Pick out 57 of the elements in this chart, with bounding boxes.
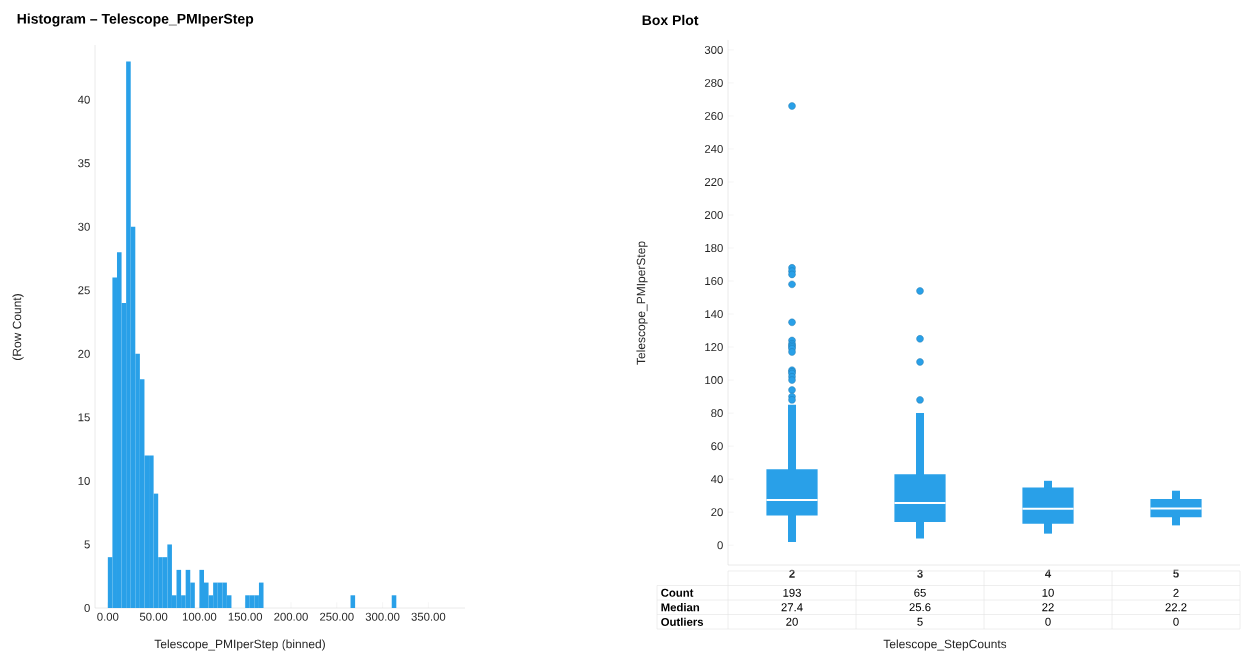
text: 65 <box>914 588 926 597</box>
y-tick-label: 80 <box>711 409 723 418</box>
y-tick-label: 280 <box>704 78 723 87</box>
x-tick-label: 250.00 <box>320 612 354 621</box>
y-tick-label: 40 <box>710 475 723 484</box>
y-tick-label: 60 <box>711 442 723 451</box>
text: 20 <box>786 617 798 626</box>
y-tick-label: 20 <box>711 508 723 517</box>
x-tick-label: 4 <box>1045 569 1052 578</box>
y-axis-title: Telescope_PMIperStep <box>636 241 648 365</box>
y-tick-label: 25 <box>78 286 90 295</box>
y-tick-label: 240 <box>704 144 723 153</box>
y-tick-label: 160 <box>705 277 723 286</box>
y-tick-label: 180 <box>705 244 723 253</box>
y-tick-label: 120 <box>705 343 723 352</box>
y-tick-label: 20 <box>78 349 90 358</box>
x-tick-label: 50.00 <box>139 612 168 621</box>
y-tick-label: 0 <box>84 604 90 613</box>
chart-title: Histogram – Telescope_PMIperStep <box>17 13 254 27</box>
x-tick-label: 3 <box>917 569 923 578</box>
text: 22.2 <box>1165 603 1187 612</box>
y-tick-label: 260 <box>704 111 723 120</box>
y-tick-label: 35 <box>78 159 90 168</box>
text: 22 <box>1042 603 1054 612</box>
chart-title: Box Plot <box>642 14 699 26</box>
text: 27.4 <box>781 603 803 612</box>
y-tick-label: 0 <box>717 541 723 550</box>
x-axis-title: Telescope_PMIperStep (binned) <box>154 639 325 651</box>
text: 0 <box>1173 617 1179 626</box>
y-tick-label: 5 <box>84 540 90 549</box>
text: Outliers <box>661 617 704 626</box>
text: 10 <box>1042 588 1054 597</box>
x-tick-label: 200.00 <box>274 612 308 621</box>
text: Median <box>661 603 700 612</box>
y-axis-title: (Row Count) <box>12 294 24 360</box>
text: 25.6 <box>909 603 931 612</box>
x-tick-label: 2 <box>789 569 795 578</box>
y-tick-label: 15 <box>78 413 90 422</box>
text: 0 <box>1045 617 1051 626</box>
x-tick-label: 300.00 <box>365 612 400 621</box>
y-tick-label: 40 <box>77 95 90 104</box>
x-tick-label: 0.00 <box>97 612 119 621</box>
text: 193 <box>783 588 801 597</box>
x-tick-label: 350.00 <box>411 612 446 621</box>
y-tick-label: 10 <box>78 476 90 485</box>
text: 2 <box>1173 588 1179 597</box>
y-tick-label: 220 <box>704 177 723 186</box>
y-tick-label: 300 <box>704 45 723 54</box>
y-tick-label: 200 <box>704 211 723 220</box>
x-axis-title: Telescope_StepCounts <box>883 639 1007 651</box>
y-tick-label: 140 <box>705 310 723 319</box>
y-tick-label: 30 <box>78 222 90 231</box>
x-tick-label: 150.00 <box>228 612 263 621</box>
x-tick-label: 5 <box>1173 569 1179 578</box>
x-tick-label: 100.00 <box>182 612 217 621</box>
text: Count <box>661 588 694 597</box>
y-tick-label: 100 <box>705 376 723 385</box>
